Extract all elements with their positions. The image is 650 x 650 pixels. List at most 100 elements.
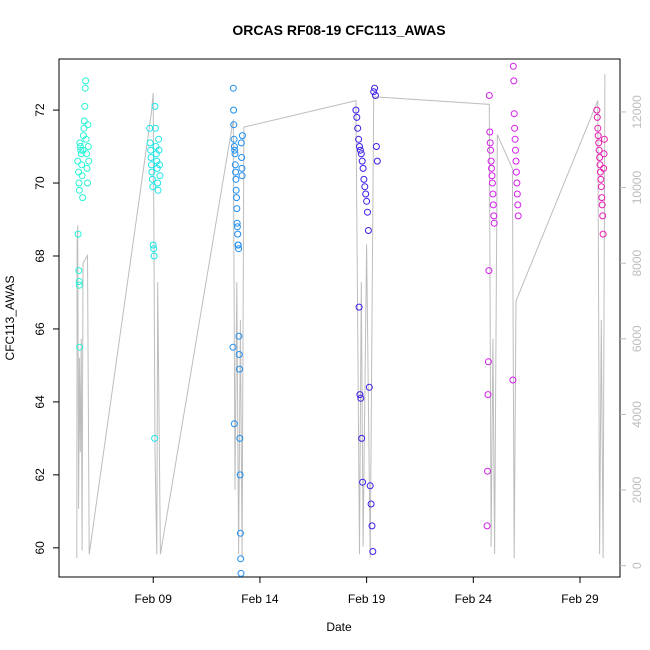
data-point <box>352 106 360 114</box>
data-point <box>512 157 520 165</box>
left-y-axis: 60 62 64 66 68 70 72 <box>33 103 59 554</box>
data-point <box>487 146 495 154</box>
data-point <box>490 219 498 227</box>
data-point <box>79 194 87 202</box>
data-point <box>238 154 246 161</box>
data-point <box>373 157 381 165</box>
data-point <box>155 146 163 154</box>
data-point <box>509 376 517 384</box>
data-point <box>510 110 518 118</box>
data-point <box>366 482 374 490</box>
y2-tick-label: 6000 <box>630 325 644 352</box>
data-point <box>489 190 497 198</box>
data-point <box>600 164 608 172</box>
y-tick-label: 60 <box>33 541 47 555</box>
data-point <box>148 168 156 176</box>
data-point <box>79 146 87 154</box>
data-point <box>231 161 239 169</box>
data-point <box>78 172 86 180</box>
data-point <box>596 154 604 161</box>
y-tick-label: 72 <box>33 103 47 117</box>
x-axis-label: Date <box>326 620 352 634</box>
data-point <box>82 135 90 143</box>
data-point <box>156 161 163 169</box>
data-point <box>75 267 83 275</box>
data-point <box>233 223 241 231</box>
series-2 <box>146 102 164 442</box>
data-point <box>370 88 378 96</box>
y-tick-label: 62 <box>33 468 47 482</box>
data-point <box>511 135 519 143</box>
data-point <box>514 212 522 220</box>
data-point <box>151 102 159 110</box>
y2-tick-label: 4000 <box>630 401 644 428</box>
data-point <box>358 434 366 442</box>
data-point <box>599 230 607 238</box>
data-point <box>236 365 243 373</box>
data-point <box>486 139 494 147</box>
x-tick-label: Feb 14 <box>241 592 279 606</box>
data-point <box>80 117 88 125</box>
data-point <box>83 150 91 158</box>
data-point <box>150 245 158 253</box>
data-point <box>357 150 365 158</box>
data-point <box>84 179 91 187</box>
data-point <box>237 555 245 563</box>
data-point <box>74 157 82 165</box>
data-point <box>368 522 376 530</box>
data-point <box>490 212 498 220</box>
data-point <box>154 179 162 187</box>
data-point <box>363 197 371 205</box>
data-point <box>78 161 86 169</box>
data-point <box>364 227 372 234</box>
data-point <box>237 569 245 577</box>
data-point <box>597 175 605 183</box>
x-tick-label: Feb 09 <box>135 592 173 606</box>
data-point <box>230 135 238 143</box>
x-tick-label: Feb 19 <box>348 592 386 606</box>
data-point <box>147 146 155 154</box>
data-point <box>148 175 156 183</box>
x-axis: Feb 09 Feb 14 Feb 19 Feb 24 Feb 29 <box>135 577 599 606</box>
data-point <box>489 201 497 209</box>
data-point <box>231 146 239 154</box>
y2-tick-label: 8000 <box>630 250 644 277</box>
data-point <box>484 358 492 366</box>
plot-frame <box>58 58 621 578</box>
y2-tick-label: 2000 <box>630 476 644 503</box>
data-point <box>598 201 606 209</box>
data-point <box>152 124 159 132</box>
data-point <box>594 124 602 132</box>
data-point <box>232 175 240 183</box>
right-y-axis: 0 2000 4000 6000 8000 10000 12000 <box>620 95 644 569</box>
data-point <box>367 500 375 508</box>
series-5 <box>483 62 522 530</box>
data-point <box>486 128 494 136</box>
data-point <box>487 157 495 165</box>
data-point <box>371 84 379 92</box>
data-point <box>230 420 238 428</box>
data-point <box>514 201 522 209</box>
data-point <box>593 106 601 114</box>
data-point <box>236 529 244 537</box>
data-point <box>84 143 92 150</box>
data-point <box>600 135 608 143</box>
data-point <box>230 143 238 150</box>
data-point <box>154 186 162 194</box>
data-point <box>360 175 368 183</box>
data-point <box>485 267 493 275</box>
data-point <box>153 164 161 172</box>
data-point <box>511 124 519 132</box>
data-point <box>229 343 237 351</box>
data-point <box>84 121 92 129</box>
data-point <box>230 106 238 114</box>
data-point <box>594 132 602 140</box>
data-point <box>356 146 364 154</box>
series-1 <box>74 77 93 351</box>
data-point <box>512 146 519 154</box>
y-tick-label: 64 <box>33 395 47 409</box>
data-point <box>488 179 496 187</box>
data-point <box>233 219 241 227</box>
series-4 <box>352 84 381 555</box>
data-point <box>357 394 365 402</box>
